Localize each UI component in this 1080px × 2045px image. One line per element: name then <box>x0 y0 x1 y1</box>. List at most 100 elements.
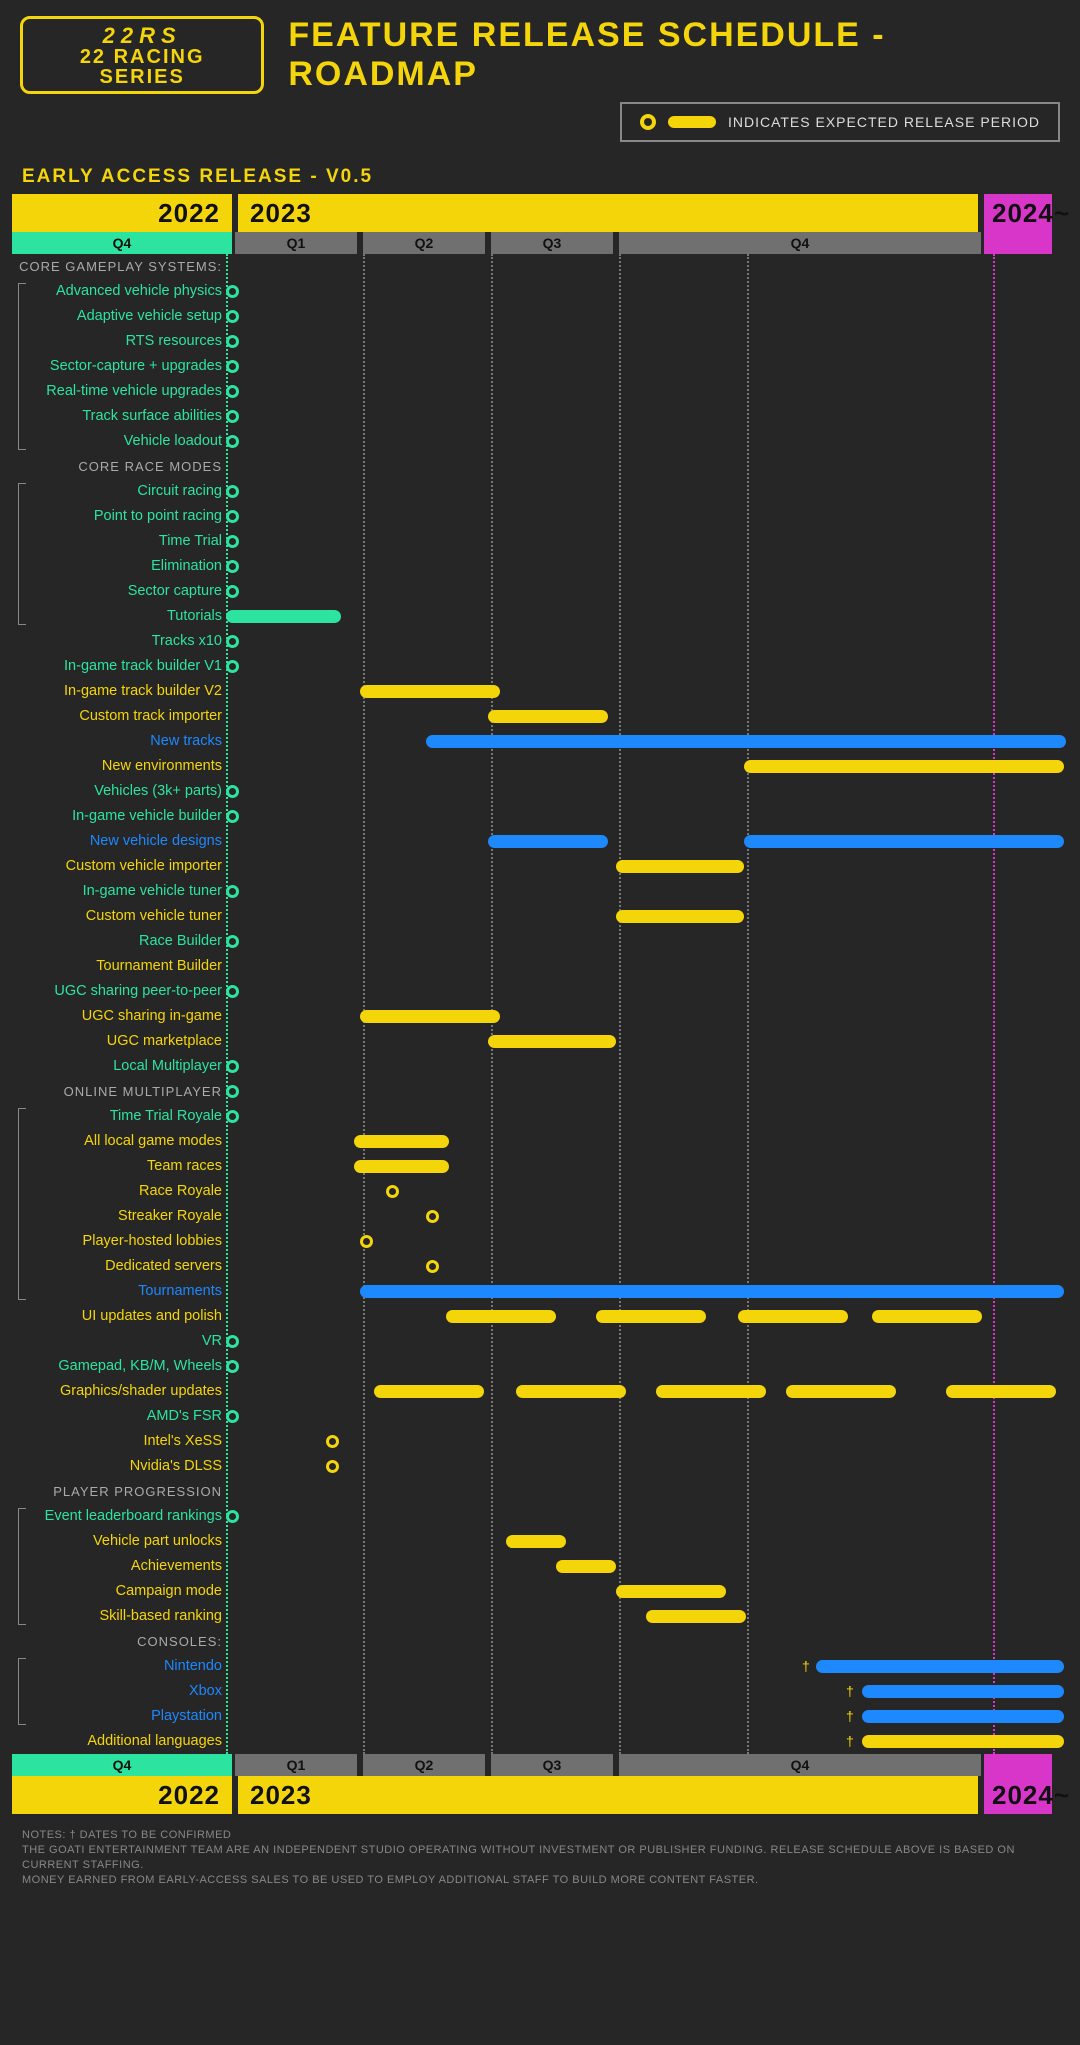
segment-bar <box>646 1610 746 1623</box>
feature-track <box>232 1129 1064 1154</box>
feature-track <box>232 804 1064 829</box>
feature-row: UGC sharing in-game <box>12 1004 1068 1029</box>
feature-row: Adaptive vehicle setup <box>12 304 1068 329</box>
group-bracket <box>18 1508 26 1625</box>
q-2023q3-bot: Q3 <box>491 1754 613 1776</box>
feature-label: Intel's XeSS <box>12 1429 232 1454</box>
feature-row: Custom vehicle tuner <box>12 904 1068 929</box>
feature-track <box>232 1629 1064 1654</box>
feature-label: Vehicle part unlocks <box>12 1529 232 1554</box>
feature-row: Track surface abilities <box>12 404 1068 429</box>
segment-bar <box>816 1660 1064 1673</box>
feature-label: Xbox <box>12 1679 232 1704</box>
segment-bar <box>862 1710 1064 1723</box>
logo-bottom: 22 RACING SERIES <box>37 47 247 87</box>
feature-track <box>232 604 1064 629</box>
segment-dot <box>226 1060 239 1073</box>
feature-row: Nvidia's DLSS <box>12 1454 1068 1479</box>
feature-track <box>232 729 1064 754</box>
group-bracket <box>18 1658 26 1725</box>
feature-track <box>232 1079 1064 1104</box>
feature-track <box>232 1304 1064 1329</box>
feature-label: Streaker Royale <box>12 1204 232 1229</box>
feature-track <box>232 779 1064 804</box>
feature-track <box>232 1029 1064 1054</box>
feature-row: Playstation† <box>12 1704 1068 1729</box>
section-header: CORE RACE MODES <box>12 454 1068 479</box>
feature-row: Dedicated servers <box>12 1254 1068 1279</box>
feature-label: ONLINE MULTIPLAYER <box>12 1079 232 1104</box>
feature-track <box>232 1454 1064 1479</box>
feature-track <box>232 704 1064 729</box>
feature-track: † <box>232 1654 1064 1679</box>
feature-row: Custom vehicle importer <box>12 854 1068 879</box>
feature-track <box>232 1229 1064 1254</box>
segment-dot <box>226 1110 239 1123</box>
segment-bar <box>360 685 500 698</box>
segment-dot <box>226 810 239 823</box>
q-2023q3-top: Q3 <box>491 232 613 254</box>
segment-bar <box>516 1385 626 1398</box>
feature-label: RTS resources <box>12 329 232 354</box>
feature-label: Time Trial Royale <box>12 1104 232 1129</box>
feature-track <box>232 879 1064 904</box>
segment-dot <box>226 285 239 298</box>
feature-label: Nintendo <box>12 1654 232 1679</box>
group-bracket <box>18 483 26 625</box>
segment-dot <box>226 985 239 998</box>
q-2022q4-bot: Q4 <box>12 1754 232 1776</box>
feature-label: Sector capture <box>12 579 232 604</box>
feature-track <box>232 1329 1064 1354</box>
feature-track <box>232 429 1064 454</box>
feature-label: Advanced vehicle physics <box>12 279 232 304</box>
segment-bar <box>872 1310 982 1323</box>
feature-row: Custom track importer <box>12 704 1068 729</box>
feature-row: In-game vehicle builder <box>12 804 1068 829</box>
feature-row: Streaker Royale <box>12 1204 1068 1229</box>
feature-track <box>232 754 1064 779</box>
segment-bar <box>354 1160 449 1173</box>
segment-bar <box>556 1560 616 1573</box>
feature-label: In-game track builder V2 <box>12 679 232 704</box>
feature-row: Real-time vehicle upgrades <box>12 379 1068 404</box>
q-2024-top <box>984 232 1052 254</box>
feature-label: Skill-based ranking <box>12 1604 232 1629</box>
segment-dot <box>226 535 239 548</box>
feature-label: Custom track importer <box>12 704 232 729</box>
year-bar-bottom: 2022 2023 2024~ <box>12 1776 1068 1814</box>
feature-row: AMD's FSR <box>12 1404 1068 1429</box>
feature-label: Tournament Builder <box>12 954 232 979</box>
feature-track <box>232 679 1064 704</box>
q-2023q2-bot: Q2 <box>363 1754 485 1776</box>
feature-track <box>232 504 1064 529</box>
segment-dot <box>226 1085 239 1098</box>
feature-label: Local Multiplayer <box>12 1054 232 1079</box>
year-2024-bot: 2024~ <box>984 1776 1052 1814</box>
footer-notes: NOTES: † DATES TO BE CONFIRMED THE GOATI… <box>0 1814 1080 1909</box>
feature-row: Xbox† <box>12 1679 1068 1704</box>
segment-bar <box>488 835 608 848</box>
feature-track <box>232 279 1064 304</box>
feature-track <box>232 404 1064 429</box>
segment-bar <box>656 1385 766 1398</box>
feature-track <box>232 1554 1064 1579</box>
note-line: NOTES: † DATES TO BE CONFIRMED <box>22 1828 1058 1843</box>
feature-row: Sector-capture + upgrades <box>12 354 1068 379</box>
feature-label: Graphics/shader updates <box>12 1379 232 1404</box>
feature-track <box>232 529 1064 554</box>
feature-row: Race Royale <box>12 1179 1068 1204</box>
feature-row: New vehicle designs <box>12 829 1068 854</box>
dagger-icon: † <box>846 1733 854 1749</box>
feature-row: Vehicle loadout <box>12 429 1068 454</box>
segment-dot <box>386 1185 399 1198</box>
segment-dot <box>226 1410 239 1423</box>
feature-label: UGC sharing peer-to-peer <box>12 979 232 1004</box>
feature-row: New tracks <box>12 729 1068 754</box>
feature-row: Tutorials <box>12 604 1068 629</box>
segment-bar <box>506 1535 566 1548</box>
segment-dot <box>226 485 239 498</box>
segment-bar <box>488 1035 616 1048</box>
feature-label: In-game track builder V1 <box>12 654 232 679</box>
feature-row: Skill-based ranking <box>12 1604 1068 1629</box>
feature-label: Race Royale <box>12 1179 232 1204</box>
